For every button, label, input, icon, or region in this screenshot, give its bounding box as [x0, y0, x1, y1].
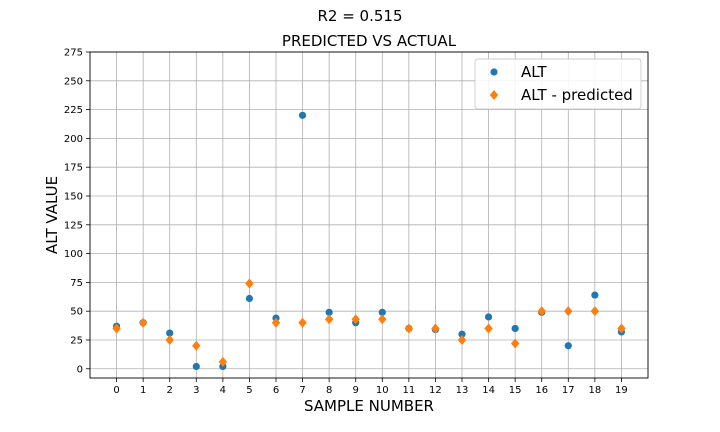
point-alt [484, 313, 493, 321]
legend-label-alt: ALT [521, 63, 548, 81]
point-alt-predicted [271, 317, 281, 328]
point-alt-predicted [298, 317, 307, 328]
legend-label-alt-predicted: ALT - predicted [521, 86, 633, 104]
x-tick-label: 3 [193, 385, 199, 396]
x-tick-label: 9 [353, 385, 359, 396]
y-tick-label: 275 [64, 48, 83, 59]
x-tick-label: 15 [509, 385, 522, 396]
x-axis-ticks: 0 1 2 3 4 5 6 7 8 9 10 11 12 13 14 15 16 17 18 19 [113, 378, 628, 396]
x-tick-label: 10 [376, 385, 389, 396]
point-alt-predicted [165, 334, 174, 345]
legend-marker-alt [490, 68, 498, 76]
x-tick-label: 6 [273, 385, 279, 396]
point-alt-predicted [457, 334, 467, 345]
point-alt-predicted [112, 323, 121, 334]
x-tick-label: 1 [140, 385, 146, 396]
x-axis-title: SAMPLE NUMBER [304, 397, 434, 415]
point-alt-predicted [590, 306, 600, 317]
y-tick-label: 175 [64, 163, 83, 174]
y-tick-label: 75 [70, 278, 83, 289]
x-tick-label: 2 [167, 385, 173, 396]
y-tick-label: 50 [70, 307, 83, 318]
point-alt-predicted [324, 314, 334, 325]
point-alt-predicted [245, 278, 254, 289]
x-tick-label: 8 [326, 385, 332, 396]
point-alt-predicted [431, 323, 440, 334]
point-alt-predicted [564, 306, 573, 317]
point-alt [458, 330, 466, 338]
x-tick-label: 7 [299, 385, 305, 396]
y-axis-title: ALT VALUE [43, 176, 61, 254]
point-alt [591, 291, 599, 299]
x-tick-label: 12 [429, 385, 442, 396]
x-tick-label: 19 [615, 385, 628, 396]
y-tick-label: 250 [64, 76, 83, 87]
legend: ALT ALT - predicted [474, 58, 642, 110]
x-tick-label: 14 [482, 385, 495, 396]
y-tick-label: 150 [64, 191, 83, 202]
x-tick-label: 13 [456, 385, 469, 396]
y-tick-label: 100 [64, 249, 83, 260]
point-alt-predicted [351, 314, 360, 325]
legend-marker-alt-predicted [489, 90, 499, 100]
data-points [112, 111, 626, 371]
point-alt [192, 362, 200, 371]
point-alt-predicted [378, 314, 387, 325]
x-tick-label: 5 [246, 385, 252, 396]
y-tick-label: 125 [64, 220, 83, 231]
point-alt-predicted [138, 317, 148, 328]
x-tick-label: 4 [220, 385, 226, 396]
chart-title: PREDICTED VS ACTUAL [282, 32, 457, 50]
y-tick-label: 200 [64, 134, 83, 145]
x-tick-label: 0 [113, 385, 119, 396]
point-alt-predicted [404, 323, 414, 334]
point-alt-predicted [192, 340, 201, 351]
y-axis-ticks: 0 25 50 75 100 125 150 175 200 225 250 275 [64, 48, 90, 375]
point-alt [245, 294, 254, 303]
point-alt-predicted [537, 306, 546, 317]
plot-frame [89, 51, 649, 379]
point-alt [298, 111, 307, 119]
x-tick-label: 16 [535, 385, 548, 396]
y-tick-label: 225 [64, 105, 83, 116]
y-tick-label: 0 [77, 364, 83, 375]
x-tick-label: 18 [588, 385, 601, 396]
y-tick-label: 25 [70, 335, 83, 346]
point-alt-predicted [510, 338, 520, 349]
point-alt-predicted [617, 323, 626, 334]
point-alt [166, 329, 174, 337]
legend-frame [474, 58, 642, 110]
point-alt-predicted [484, 323, 493, 334]
point-alt [511, 324, 519, 333]
point-alt [378, 308, 386, 316]
x-tick-label: 17 [562, 385, 575, 396]
point-alt [325, 308, 333, 316]
chart-suptitle: R2 = 0.515 [317, 7, 402, 25]
point-alt-predicted [218, 356, 228, 367]
x-tick-label: 11 [402, 385, 415, 396]
point-alt [564, 342, 572, 350]
